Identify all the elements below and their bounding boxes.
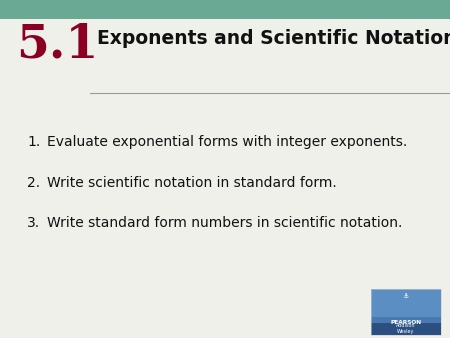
Text: Addison
Wesley: Addison Wesley: [396, 323, 415, 334]
Text: Write scientific notation in standard form.: Write scientific notation in standard fo…: [47, 176, 337, 190]
Bar: [0, 0, 450, 19]
Text: PEARSON: PEARSON: [390, 320, 421, 325]
Text: ⚓: ⚓: [403, 293, 409, 299]
Text: 2.: 2.: [27, 176, 40, 190]
Bar: [371, 317, 441, 327]
Text: 1.: 1.: [27, 135, 40, 149]
Text: 3.: 3.: [27, 216, 40, 230]
Text: Write standard form numbers in scientific notation.: Write standard form numbers in scientifi…: [47, 216, 403, 230]
Text: Evaluate exponential forms with integer exponents.: Evaluate exponential forms with integer …: [47, 135, 408, 149]
Text: 5.1: 5.1: [16, 22, 98, 68]
Bar: [371, 289, 441, 317]
Text: Exponents and Scientific Notation: Exponents and Scientific Notation: [97, 29, 450, 48]
Bar: [371, 289, 441, 335]
Bar: [371, 323, 441, 335]
